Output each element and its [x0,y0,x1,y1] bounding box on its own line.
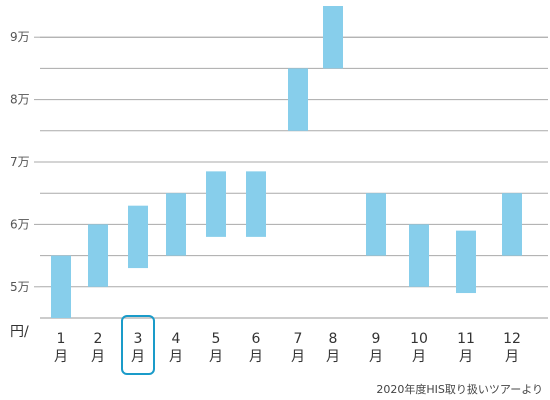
bars [51,6,522,318]
x-axis: 1 月 2 月 3 月 4 月 5 月 6 月 7 月 8 月 9 月 10 月 11 月 12 月 [54,315,521,375]
range-bar [366,193,386,256]
x-tick-unit: 月 [326,349,340,365]
range-bar [206,171,226,237]
x-tick-number: 5 [212,331,221,347]
x-tick-number: 6 [252,331,261,347]
y-tick-label: 8万 [10,93,30,107]
x-tick-unit: 月 [54,349,68,365]
range-bar [51,255,71,318]
x-tick-unit: 月 [369,349,383,365]
y-unit-label: 円/ [10,324,29,340]
x-tick-number: 12 [503,331,521,347]
x-tick-number: 9 [372,331,381,347]
range-bar [288,68,308,131]
x-tick-unit: 月 [412,349,426,365]
x-tick-number: 3 [134,331,143,347]
x-tick-number: 1 [57,331,66,347]
y-tick-label: 7万 [10,155,30,169]
x-tick-unit: 月 [291,349,305,365]
range-bar [502,193,522,256]
range-bar [128,205,148,269]
range-bar [323,6,343,69]
x-tick-number: 8 [329,331,338,347]
x-tick-unit: 月 [131,349,145,365]
y-tick-label: 9万 [10,30,30,44]
x-tick-number: 11 [457,331,475,347]
x-tick-number: 7 [294,331,303,347]
x-tick-number: 2 [94,331,103,347]
x-tick-unit: 月 [91,349,105,365]
y-tick-label: 5万 [10,280,30,294]
x-tick-number: 4 [172,331,181,347]
x-tick-unit: 月 [505,349,519,365]
range-bar [246,171,266,237]
x-tick-unit: 月 [459,349,473,365]
range-bar [456,230,476,294]
x-tick-unit: 月 [209,349,223,365]
highlight-box [121,315,155,375]
x-tick-unit: 月 [249,349,263,365]
source-note: 2020年度HIS取り扱いツアーより [376,382,543,396]
x-tick-number: 10 [410,331,428,347]
y-tick-label: 6万 [10,217,30,231]
range-bar [409,224,429,287]
x-tick-unit: 月 [169,349,183,365]
range-bar [166,193,186,256]
y-axis: 5万 6万 7万 8万 9万 [10,30,30,294]
range-bar [88,224,108,287]
